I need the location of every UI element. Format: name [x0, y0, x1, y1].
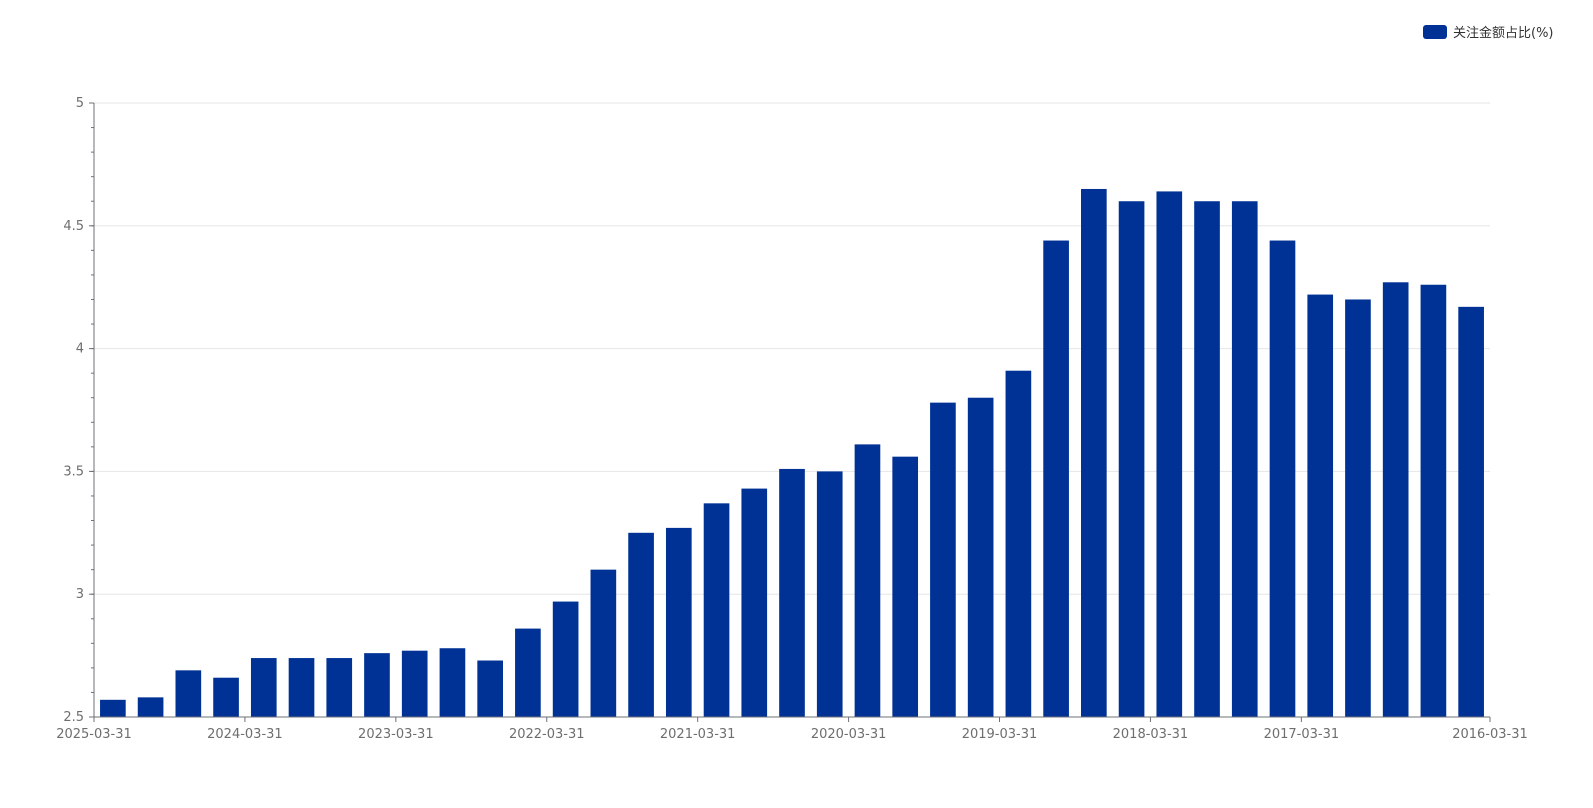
y-tick-label: 4.5 [63, 219, 84, 234]
bar[interactable] [892, 456, 919, 717]
x-tick-label: 2016-03-31 [1452, 727, 1528, 742]
bar[interactable] [326, 658, 353, 717]
x-tick-label: 2018-03-31 [1113, 727, 1189, 742]
bar[interactable] [288, 658, 315, 717]
bar[interactable] [1118, 201, 1145, 718]
bar[interactable] [930, 402, 956, 717]
x-tick-label: 2020-03-31 [811, 727, 887, 742]
bar[interactable] [1005, 370, 1032, 717]
bar[interactable] [816, 471, 843, 717]
legend-swatch-icon [1423, 24, 1447, 39]
y-tick-label: 4 [76, 342, 84, 357]
bar[interactable] [1231, 201, 1258, 718]
bar[interactable] [175, 670, 202, 717]
legend-label: 关注金额占比(%) [1453, 26, 1554, 41]
bar[interactable] [1458, 306, 1484, 717]
bar[interactable] [1269, 240, 1296, 717]
bar[interactable] [1043, 240, 1069, 717]
bar[interactable] [703, 503, 730, 717]
bar[interactable] [590, 569, 617, 717]
bar[interactable] [364, 653, 390, 717]
bar[interactable] [401, 650, 428, 717]
bar[interactable] [137, 697, 164, 717]
bar[interactable] [1194, 201, 1220, 718]
bar[interactable] [665, 527, 692, 717]
bar[interactable] [100, 699, 126, 717]
y-tick-label: 3.5 [63, 464, 84, 479]
legend[interactable]: 关注金额占比(%) [1423, 22, 1554, 41]
x-tick-label: 2023-03-31 [358, 727, 434, 742]
bar[interactable] [1345, 299, 1371, 717]
y-tick-label: 2.5 [63, 710, 84, 725]
bar[interactable] [250, 658, 277, 717]
x-tick-label: 2022-03-31 [509, 727, 585, 742]
bar[interactable] [628, 532, 654, 717]
bar[interactable] [213, 677, 239, 717]
bar[interactable] [1420, 284, 1447, 717]
bar[interactable] [552, 601, 579, 717]
bar[interactable] [515, 628, 541, 717]
bar[interactable] [741, 488, 768, 717]
x-tick-label: 2024-03-31 [207, 727, 283, 742]
bar[interactable] [1156, 191, 1183, 717]
y-tick-label: 3 [76, 587, 84, 602]
bar[interactable] [1081, 188, 1107, 717]
bar[interactable] [854, 444, 881, 717]
y-tick-label: 5 [76, 96, 84, 111]
x-tick-label: 2017-03-31 [1264, 727, 1340, 742]
x-tick-label: 2019-03-31 [962, 727, 1038, 742]
bar[interactable] [1307, 294, 1334, 717]
x-tick-label: 2025-03-31 [56, 727, 132, 742]
bar[interactable] [967, 397, 994, 717]
x-tick-label: 2021-03-31 [660, 727, 736, 742]
bar[interactable] [477, 660, 503, 717]
bar[interactable] [439, 648, 466, 717]
bar[interactable] [779, 468, 805, 717]
bar[interactable] [1382, 282, 1409, 717]
